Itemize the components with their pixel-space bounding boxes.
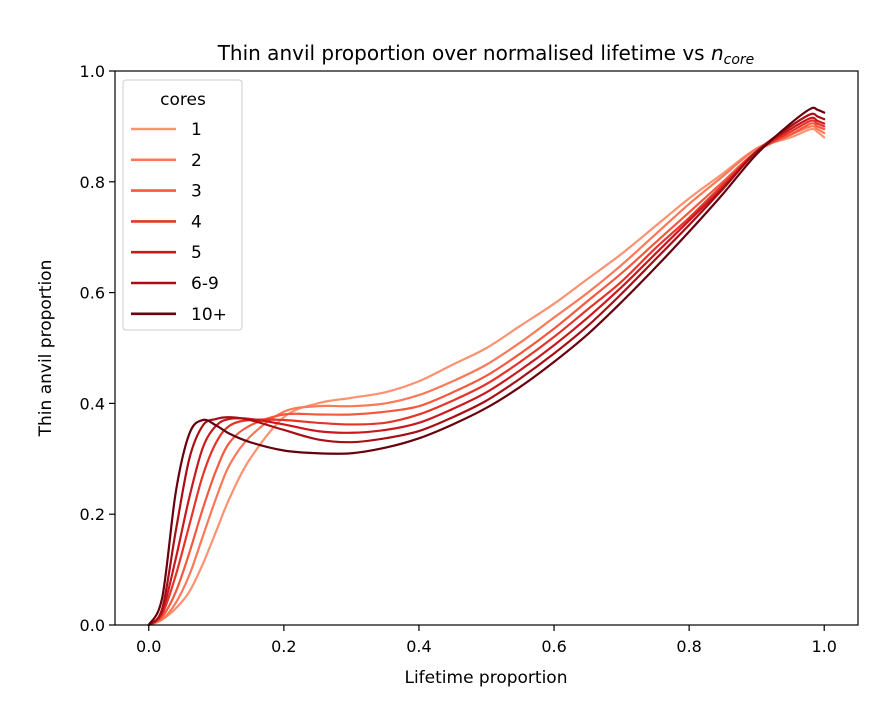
- legend-label-6: 10+: [191, 305, 227, 325]
- x-tick-label: 0.8: [676, 637, 701, 656]
- y-tick-label: 0.4: [80, 394, 105, 413]
- title-math-variable: n: [711, 41, 724, 65]
- plot-area-frame: [114, 70, 859, 626]
- legend: cores 1 2 3 4 5 6-9 10+: [122, 79, 243, 331]
- y-tick-label: 0.8: [80, 173, 105, 192]
- x-tick-label: 1.0: [812, 637, 837, 656]
- y-tick-label: 1.0: [80, 62, 105, 81]
- series-line-6: [147, 106, 826, 627]
- x-tick-label: 0.4: [406, 637, 431, 656]
- series-line-5: [147, 112, 826, 627]
- x-tick-label: 0.0: [136, 637, 161, 656]
- title-math-subscript: core: [724, 52, 755, 68]
- legend-entries: 1 2 3 4 5 6-9 10+: [131, 120, 227, 325]
- plot-lines: [147, 106, 826, 627]
- y-tick-label: 0.0: [80, 616, 105, 635]
- legend-frame: [122, 79, 243, 331]
- series-line-1: [147, 125, 826, 627]
- x-axis-label: Lifetime proportion: [404, 668, 567, 688]
- x-tick-label: 0.2: [271, 637, 296, 656]
- x-axis-ticks: 0.0 0.2 0.4 0.6 0.8 1.0: [136, 625, 837, 656]
- y-tick-label: 0.2: [80, 505, 105, 524]
- y-axis-label: Thin anvil proportion: [36, 260, 56, 438]
- legend-title: cores: [160, 90, 206, 110]
- chart-title: Thin anvil proportion over normalised li…: [217, 41, 755, 68]
- x-tick-label: 0.6: [541, 637, 566, 656]
- legend-label-2: 3: [191, 182, 202, 202]
- y-tick-label: 0.6: [80, 284, 105, 303]
- legend-label-1: 2: [191, 151, 202, 171]
- legend-label-0: 1: [191, 120, 202, 140]
- legend-label-4: 5: [191, 243, 202, 263]
- y-axis-ticks: 0.0 0.2 0.4 0.6 0.8 1.0: [80, 62, 115, 635]
- legend-label-5: 6-9: [191, 274, 219, 294]
- legend-label-3: 4: [191, 212, 202, 232]
